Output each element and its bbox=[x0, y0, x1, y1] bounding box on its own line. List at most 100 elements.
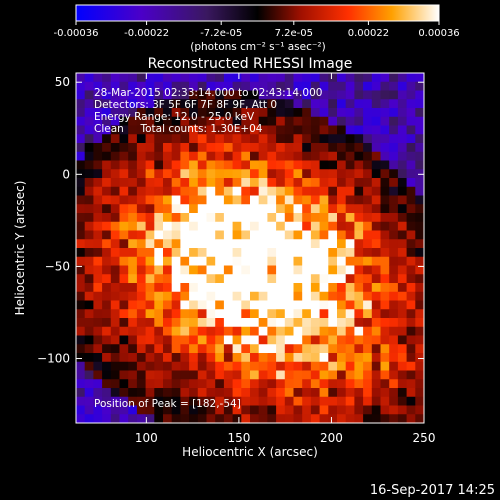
heatmap-cell bbox=[267, 73, 277, 83]
heatmap-cell bbox=[284, 283, 294, 293]
heatmap-cell bbox=[284, 326, 294, 336]
heatmap-cell bbox=[267, 274, 277, 284]
heatmap-cell bbox=[319, 248, 329, 258]
heatmap-cell bbox=[328, 221, 338, 231]
heatmap-cell bbox=[206, 195, 216, 205]
heatmap-cell bbox=[345, 73, 355, 83]
heatmap-cell bbox=[76, 230, 86, 240]
heatmap-cell bbox=[363, 151, 373, 161]
heatmap-cell bbox=[110, 151, 120, 161]
heatmap-cell bbox=[302, 81, 312, 91]
heatmap-cell bbox=[267, 283, 277, 293]
heatmap-cell bbox=[276, 143, 286, 153]
heatmap-cell bbox=[371, 248, 381, 258]
heatmap-cell bbox=[276, 361, 286, 371]
heatmap-cell bbox=[319, 125, 329, 135]
heatmap-cell bbox=[389, 195, 399, 205]
colorbar-ticks: -0.00036 -0.00022 -7.2e-05 7.2e-05 0.00022 0.… bbox=[54, 21, 460, 39]
heatmap-cell bbox=[128, 309, 138, 319]
heatmap-cell bbox=[345, 230, 355, 240]
heatmap-cell bbox=[363, 195, 373, 205]
heatmap-cell bbox=[345, 186, 355, 196]
heatmap-cell bbox=[293, 414, 303, 423]
heatmap-cell bbox=[371, 125, 381, 135]
heatmap-cell bbox=[93, 353, 103, 363]
heatmap-cell bbox=[293, 379, 303, 389]
heatmap-cell bbox=[93, 221, 103, 231]
heatmap-cell bbox=[397, 274, 407, 284]
heatmap-cell bbox=[223, 186, 233, 196]
heatmap-cell bbox=[258, 344, 268, 354]
heatmap-cell bbox=[319, 213, 329, 223]
heatmap-cell bbox=[171, 99, 181, 109]
heatmap-cell bbox=[415, 361, 424, 371]
heatmap-cell bbox=[258, 195, 268, 205]
heatmap-cell bbox=[163, 379, 173, 389]
heatmap-cell bbox=[93, 335, 103, 345]
heatmap-cell bbox=[310, 239, 320, 249]
heatmap-cell bbox=[136, 265, 146, 275]
heatmap-cell bbox=[284, 160, 294, 170]
heatmap-cell bbox=[76, 73, 86, 83]
heatmap-cell bbox=[397, 256, 407, 266]
heatmap-cell bbox=[145, 213, 155, 223]
heatmap-cell bbox=[180, 309, 190, 319]
heatmap-cell bbox=[128, 134, 138, 144]
heatmap-cell bbox=[206, 116, 216, 126]
heatmap-cell bbox=[406, 178, 416, 188]
heatmap-cell bbox=[345, 265, 355, 275]
heatmap-cell bbox=[406, 195, 416, 205]
heatmap-cell bbox=[345, 274, 355, 284]
x-tick-label: 200 bbox=[320, 431, 343, 445]
heatmap-cell bbox=[76, 143, 86, 153]
heatmap-cell bbox=[163, 134, 173, 144]
heatmap-cell bbox=[154, 370, 164, 380]
heatmap-cell bbox=[145, 160, 155, 170]
heatmap-cell bbox=[84, 195, 94, 205]
heatmap-cell bbox=[145, 309, 155, 319]
heatmap-cell bbox=[276, 213, 286, 223]
heatmap-cell bbox=[284, 125, 294, 135]
heatmap-cell bbox=[319, 353, 329, 363]
heatmap-cell bbox=[363, 361, 373, 371]
heatmap-cell bbox=[345, 160, 355, 170]
heatmap-cell bbox=[241, 186, 251, 196]
heatmap-cell bbox=[319, 204, 329, 214]
heatmap-cell bbox=[371, 169, 381, 179]
heatmap-cell bbox=[189, 291, 199, 301]
heatmap-cell bbox=[276, 353, 286, 363]
heatmap-cell bbox=[337, 300, 347, 310]
heatmap-cell bbox=[267, 326, 277, 336]
heatmap-cell bbox=[215, 248, 225, 258]
heatmap-cell bbox=[93, 274, 103, 284]
heatmap-cell bbox=[363, 405, 373, 415]
heatmap-cell bbox=[171, 291, 181, 301]
heatmap-cell bbox=[128, 405, 138, 415]
heatmap-cell bbox=[93, 265, 103, 275]
heatmap-cell bbox=[232, 396, 242, 406]
heatmap-cell bbox=[319, 344, 329, 354]
heatmap-cell bbox=[354, 344, 364, 354]
heatmap-cell bbox=[180, 248, 190, 258]
heatmap-cell bbox=[371, 309, 381, 319]
heatmap-image bbox=[76, 73, 424, 423]
heatmap-cell bbox=[102, 143, 112, 153]
heatmap-cell bbox=[76, 300, 86, 310]
heatmap-cell bbox=[328, 116, 338, 126]
heatmap-cell bbox=[119, 134, 129, 144]
heatmap-cell bbox=[284, 344, 294, 354]
heatmap-cell bbox=[84, 405, 94, 415]
heatmap-cell bbox=[93, 125, 103, 135]
heatmap-cell bbox=[345, 125, 355, 135]
heatmap-cell bbox=[302, 248, 312, 258]
colorbar-tick-label: 0.00036 bbox=[418, 28, 459, 39]
heatmap-cell bbox=[337, 283, 347, 293]
heatmap-cell bbox=[223, 344, 233, 354]
heatmap-cell bbox=[136, 178, 146, 188]
heatmap-cell bbox=[128, 248, 138, 258]
heatmap-cell bbox=[267, 221, 277, 231]
heatmap-cell bbox=[276, 81, 286, 91]
heatmap-cell bbox=[389, 274, 399, 284]
heatmap-cell bbox=[189, 265, 199, 275]
heatmap-cell bbox=[241, 221, 251, 231]
